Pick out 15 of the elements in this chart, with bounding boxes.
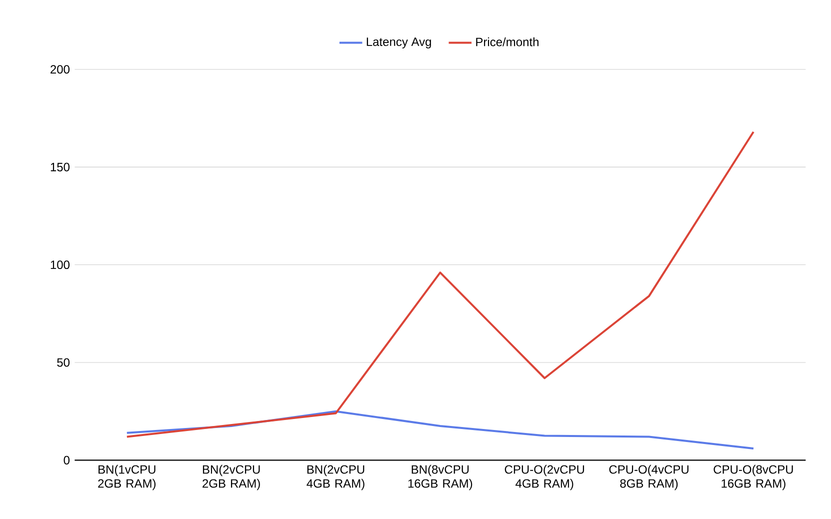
y-tick-label: 0 bbox=[64, 456, 70, 465]
legend-label: Price/month bbox=[476, 37, 538, 46]
x-tick-label: BN(8vCPU 16GB RAM) bbox=[408, 464, 472, 490]
x-tick-label: BN(1vCPU 2GB RAM) bbox=[98, 464, 156, 490]
y-tick-label: 150 bbox=[50, 162, 70, 172]
y-tick-label: 200 bbox=[50, 65, 70, 74]
x-tick-label: CPU-O(2vCPU 4GB RAM) bbox=[504, 464, 584, 490]
x-tick-label: CPU-O(4vCPU 8GB RAM) bbox=[609, 464, 688, 490]
y-tick-label: 50 bbox=[57, 358, 70, 367]
x-tick-label: CPU-O(8vCPU 16GB RAM) bbox=[714, 464, 793, 490]
line-series bbox=[126, 410, 754, 450]
y-tick-label: 100 bbox=[50, 260, 70, 270]
x-tick-label: BN(2vCPU 2GB RAM) bbox=[202, 464, 260, 490]
legend-label: Latency Avg bbox=[366, 38, 431, 48]
x-tick-label: BN(2vCPU 4GB RAM) bbox=[306, 464, 364, 490]
